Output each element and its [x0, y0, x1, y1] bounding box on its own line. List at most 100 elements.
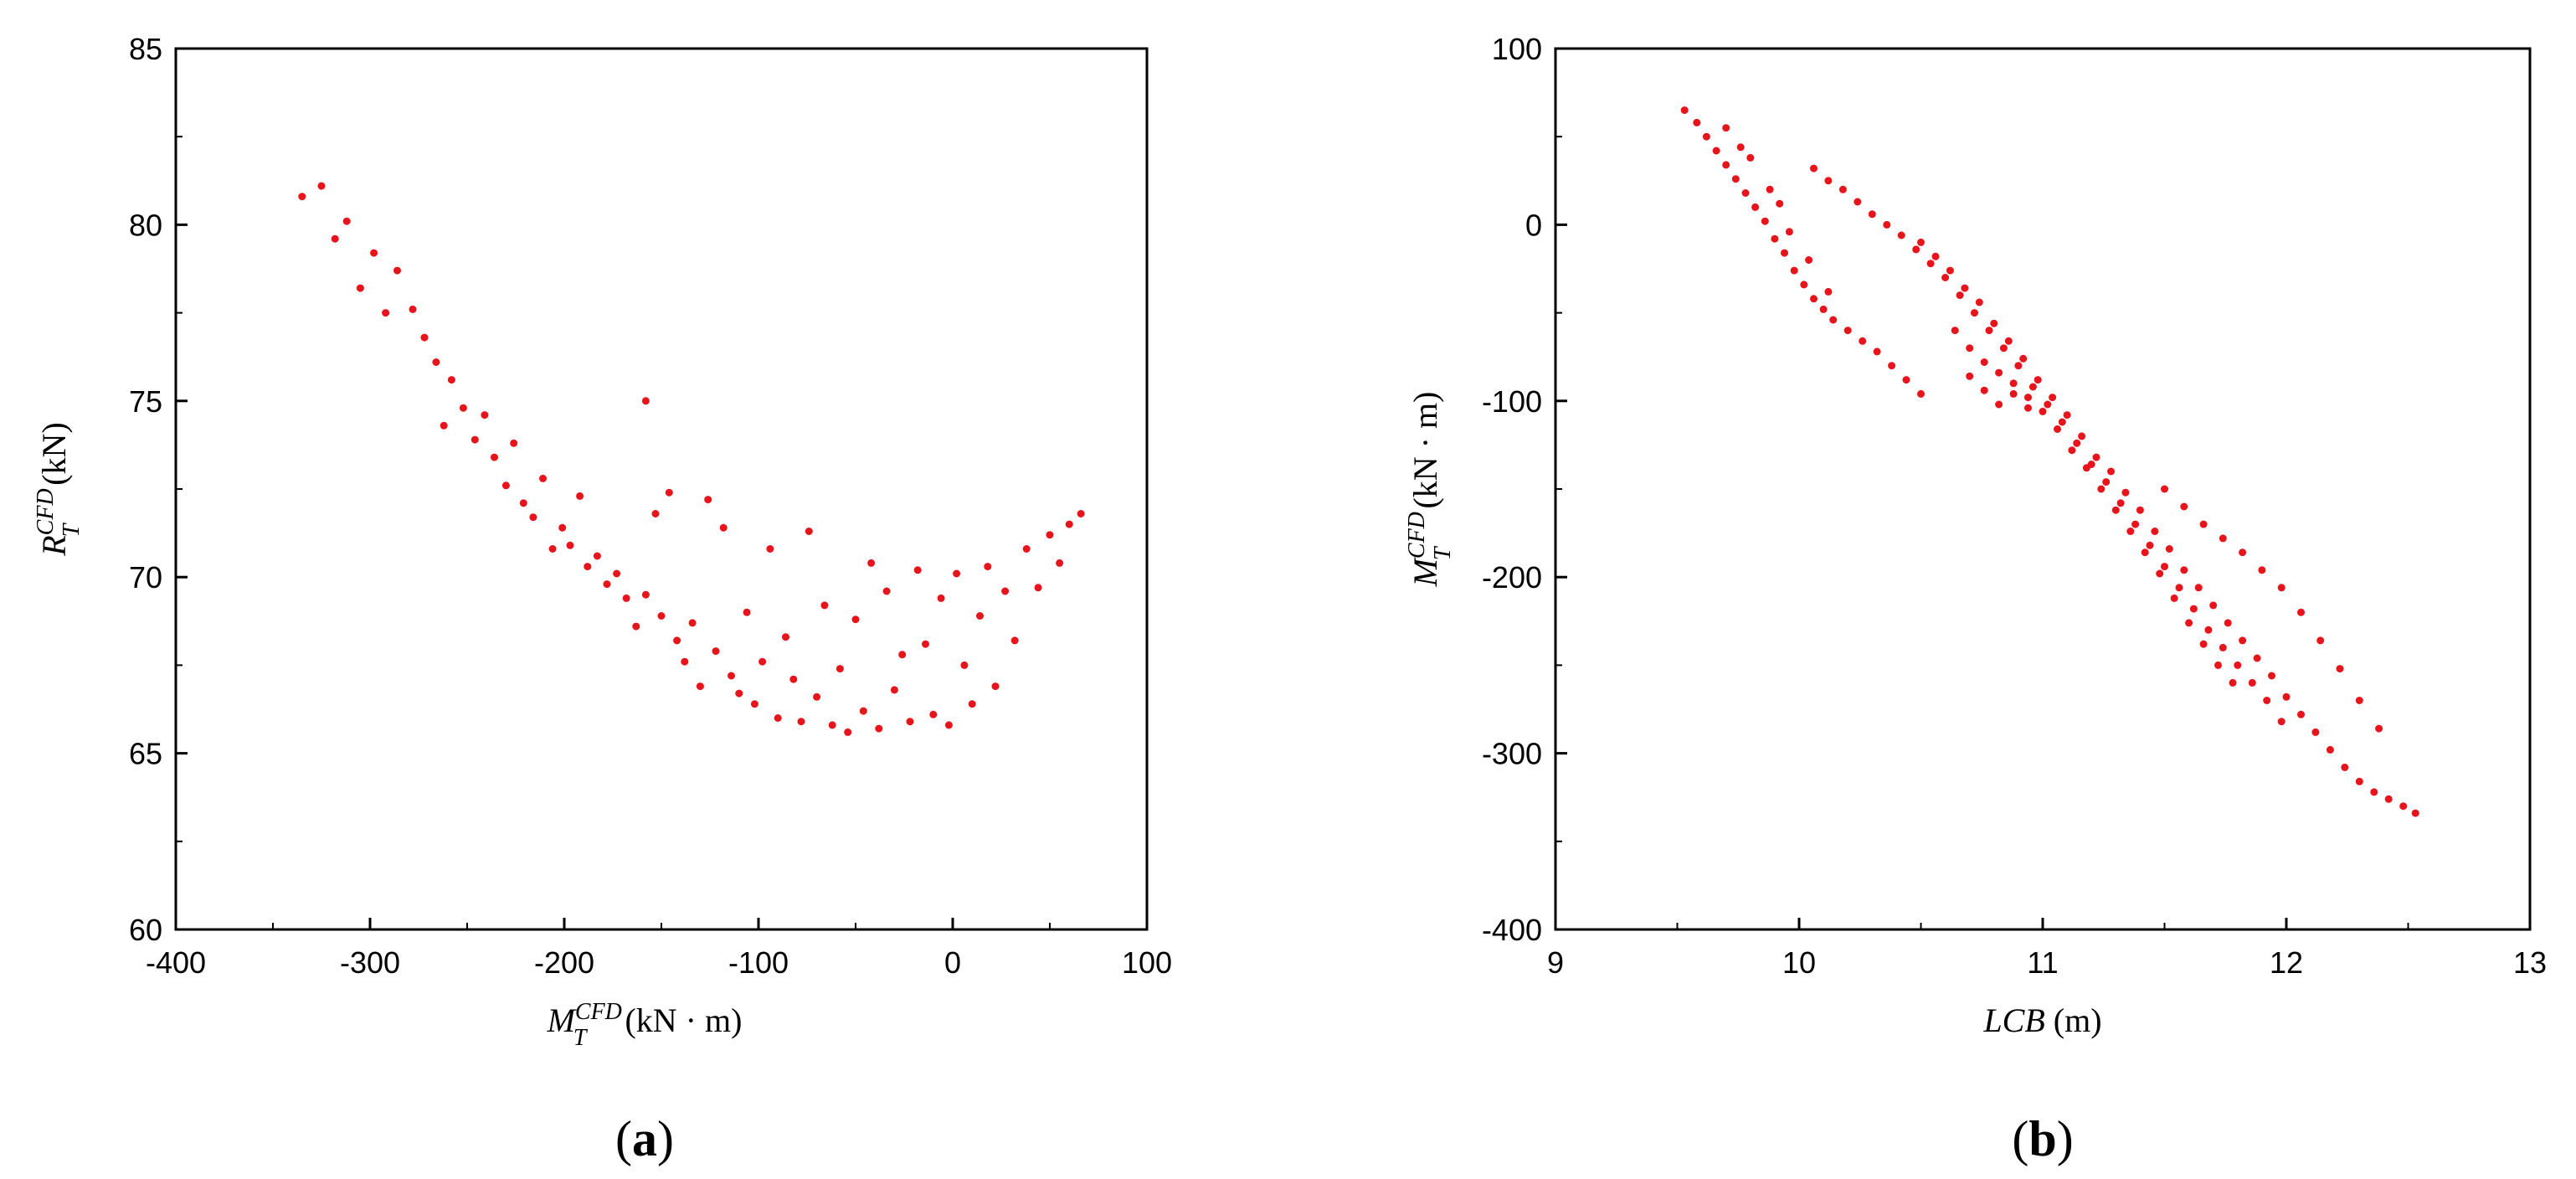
- data-point: [2161, 485, 2168, 493]
- data-point: [2229, 678, 2237, 687]
- data-point: [2209, 601, 2218, 610]
- data-point: [1722, 161, 1730, 169]
- data-point: [548, 545, 557, 553]
- y-tick-label: 60: [129, 913, 162, 947]
- y-axis-label: RCFDT(kN): [33, 422, 85, 557]
- data-point: [382, 309, 390, 317]
- data-point: [673, 636, 681, 645]
- data-point: [510, 439, 518, 447]
- data-point: [1731, 175, 1740, 183]
- data-point: [603, 580, 611, 589]
- data-point: [2411, 809, 2419, 817]
- data-point: [719, 523, 728, 532]
- data-point: [317, 182, 326, 190]
- data-point: [1859, 337, 1867, 345]
- y-tick-label: -400: [1482, 913, 1542, 947]
- data-point: [2004, 337, 2013, 345]
- data-point: [2126, 528, 2135, 535]
- data-point: [2019, 354, 2028, 363]
- data-point: [1001, 587, 1010, 595]
- data-point: [432, 358, 440, 366]
- y-tick-label: 100: [1492, 32, 1542, 66]
- data-point: [2224, 619, 2232, 627]
- data-point: [1873, 348, 1881, 356]
- data-point: [851, 615, 860, 624]
- data-point: [2336, 665, 2344, 673]
- data-point: [1868, 210, 1876, 219]
- data-point: [2263, 697, 2271, 704]
- data-point: [657, 612, 666, 620]
- data-point: [1966, 344, 1974, 353]
- y-axis-label: MCFDT(kN · m): [1404, 392, 1456, 588]
- data-point: [2268, 672, 2275, 680]
- data-point: [789, 675, 798, 683]
- data-point: [2121, 488, 2130, 497]
- data-point: [2384, 795, 2393, 803]
- data-point: [1736, 143, 1745, 152]
- data-point: [813, 692, 821, 701]
- data-point: [622, 594, 630, 602]
- data-point: [2161, 563, 2168, 571]
- y-tick-label: 80: [129, 208, 162, 242]
- data-point: [1693, 118, 1701, 126]
- data-point: [2014, 362, 2023, 370]
- data-point: [2165, 545, 2173, 553]
- data-point: [1022, 545, 1031, 553]
- data-point: [1961, 284, 1969, 292]
- data-point: [991, 682, 1000, 691]
- data-point: [2009, 389, 2018, 398]
- data-point: [867, 559, 876, 567]
- data-point: [1771, 234, 1779, 243]
- data-point: [1980, 358, 1988, 366]
- data-point: [1741, 189, 1750, 197]
- data-point: [953, 569, 961, 578]
- data-point: [1995, 368, 2003, 377]
- data-point: [2370, 788, 2378, 796]
- data-point: [2355, 777, 2363, 785]
- data-point: [937, 594, 945, 602]
- panel-label: (a): [615, 1111, 674, 1166]
- x-axis-label: LCB (m): [1982, 1001, 2101, 1039]
- data-point: [859, 707, 867, 715]
- data-point: [2194, 584, 2203, 592]
- data-point: [2180, 502, 2188, 511]
- data-point: [1999, 344, 2008, 353]
- data-point: [665, 488, 673, 497]
- data-point: [2248, 678, 2256, 687]
- data-point: [641, 590, 650, 599]
- plot-area-frame: [1554, 47, 2532, 931]
- data-point: [1902, 376, 1910, 384]
- data-point: [2107, 467, 2115, 476]
- data-point: [2049, 394, 2057, 402]
- data-point: [1746, 153, 1755, 162]
- data-point: [342, 217, 351, 225]
- data-point: [2175, 584, 2183, 592]
- x-tick-label: -100: [728, 945, 789, 980]
- data-point: [1829, 316, 1838, 324]
- panel-label: (b): [2012, 1111, 2073, 1166]
- data-point: [2219, 534, 2227, 543]
- data-point: [2341, 763, 2349, 771]
- x-tick-label: 13: [2513, 945, 2547, 980]
- scatter-points: [1680, 106, 2419, 817]
- data-point: [1917, 389, 1925, 398]
- data-point: [593, 552, 601, 560]
- x-tick-label: 10: [1782, 945, 1816, 980]
- y-tick-label: -300: [1482, 737, 1542, 771]
- data-point: [651, 510, 660, 517]
- data-point: [984, 563, 992, 571]
- data-point: [584, 563, 592, 571]
- data-point: [2399, 802, 2408, 811]
- data-point: [1883, 220, 1891, 229]
- data-point: [558, 523, 567, 532]
- x-tick-label: 0: [944, 945, 961, 980]
- data-point: [2151, 528, 2159, 535]
- y-tick-label: -100: [1482, 384, 1542, 419]
- data-point: [1766, 185, 1774, 193]
- data-point: [1951, 327, 1959, 335]
- data-point: [356, 284, 364, 292]
- data-point: [2219, 643, 2227, 651]
- data-point: [2199, 640, 2208, 648]
- data-point: [782, 633, 789, 641]
- data-point: [1010, 636, 1019, 645]
